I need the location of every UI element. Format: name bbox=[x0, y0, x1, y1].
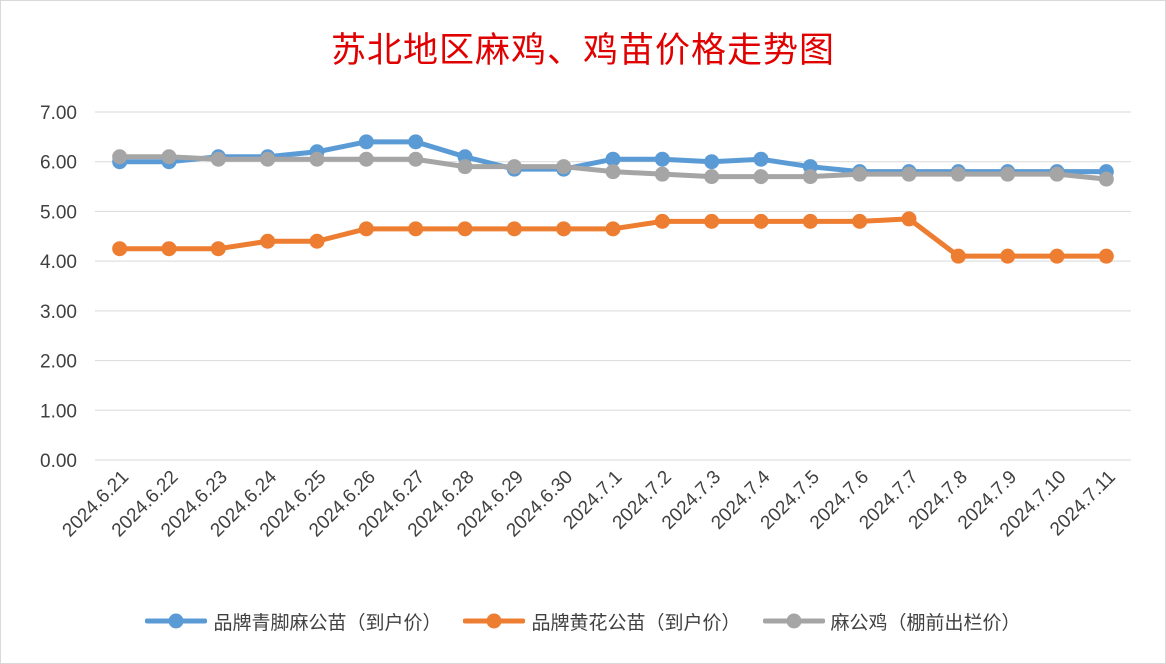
data-point bbox=[950, 166, 966, 182]
data-point bbox=[704, 169, 720, 185]
data-point bbox=[654, 151, 670, 167]
data-point bbox=[408, 221, 424, 237]
data-point bbox=[753, 151, 769, 167]
data-point bbox=[1000, 248, 1016, 264]
data-point bbox=[901, 166, 917, 182]
data-point bbox=[1049, 248, 1065, 264]
data-point bbox=[852, 166, 868, 182]
legend-swatch bbox=[463, 613, 526, 629]
data-point bbox=[358, 151, 374, 167]
data-point bbox=[605, 151, 621, 167]
legend-item-3: 麻公鸡（棚前出栏价） bbox=[762, 608, 1021, 635]
data-point bbox=[802, 213, 818, 229]
legend: 品牌青脚麻公苗（到户价） 品牌黄花公苗（到户价） 麻公鸡（棚前出栏价） bbox=[0, 604, 1166, 638]
y-tick-label: 5.00 bbox=[40, 202, 77, 223]
data-point bbox=[260, 233, 276, 249]
data-point bbox=[704, 213, 720, 229]
data-point bbox=[802, 169, 818, 185]
data-point bbox=[605, 164, 621, 180]
data-point bbox=[1049, 166, 1065, 182]
data-point bbox=[1098, 248, 1114, 264]
data-point bbox=[556, 221, 572, 237]
y-tick-label: 2.00 bbox=[40, 352, 77, 373]
data-point bbox=[556, 159, 572, 175]
data-point bbox=[506, 221, 522, 237]
data-point bbox=[457, 221, 473, 237]
y-tick-label: 6.00 bbox=[40, 153, 77, 174]
data-point bbox=[654, 166, 670, 182]
data-point bbox=[260, 151, 276, 167]
data-point bbox=[901, 211, 917, 227]
data-point bbox=[753, 169, 769, 185]
data-point bbox=[161, 149, 177, 165]
legend-swatch bbox=[145, 613, 208, 629]
data-point bbox=[457, 159, 473, 175]
data-point bbox=[358, 134, 374, 150]
y-tick-label: 1.00 bbox=[40, 401, 77, 422]
y-tick-label: 0.00 bbox=[40, 451, 77, 472]
data-point bbox=[605, 221, 621, 237]
y-tick-label: 3.00 bbox=[40, 302, 77, 323]
legend-label: 品牌黄花公苗（到户价） bbox=[531, 611, 741, 634]
data-point bbox=[408, 134, 424, 150]
data-point bbox=[309, 233, 325, 249]
data-point bbox=[210, 241, 226, 257]
data-point bbox=[1000, 166, 1016, 182]
data-point bbox=[358, 221, 374, 237]
data-point bbox=[161, 241, 177, 257]
data-point bbox=[753, 213, 769, 229]
legend-swatch bbox=[762, 613, 825, 629]
data-point bbox=[704, 154, 720, 170]
data-point bbox=[112, 149, 128, 165]
data-point bbox=[506, 159, 522, 175]
legend-item-1: 品牌青脚麻公苗（到户价） bbox=[145, 608, 441, 635]
legend-label: 品牌青脚麻公苗（到户价） bbox=[213, 611, 442, 634]
data-point bbox=[408, 151, 424, 167]
data-point bbox=[1098, 171, 1114, 187]
y-tick-label: 7.00 bbox=[40, 103, 77, 124]
data-point bbox=[309, 151, 325, 167]
data-point bbox=[112, 241, 128, 257]
data-point bbox=[654, 213, 670, 229]
legend-label: 麻公鸡（棚前出栏价） bbox=[830, 611, 1021, 634]
chart-title: 苏北地区麻鸡、鸡苗价格走势图 bbox=[330, 31, 835, 71]
y-tick-label: 4.00 bbox=[40, 252, 77, 273]
data-point bbox=[210, 151, 226, 167]
data-point bbox=[950, 248, 966, 264]
data-point bbox=[852, 213, 868, 229]
legend-item-2: 品牌黄花公苗（到户价） bbox=[463, 608, 741, 635]
